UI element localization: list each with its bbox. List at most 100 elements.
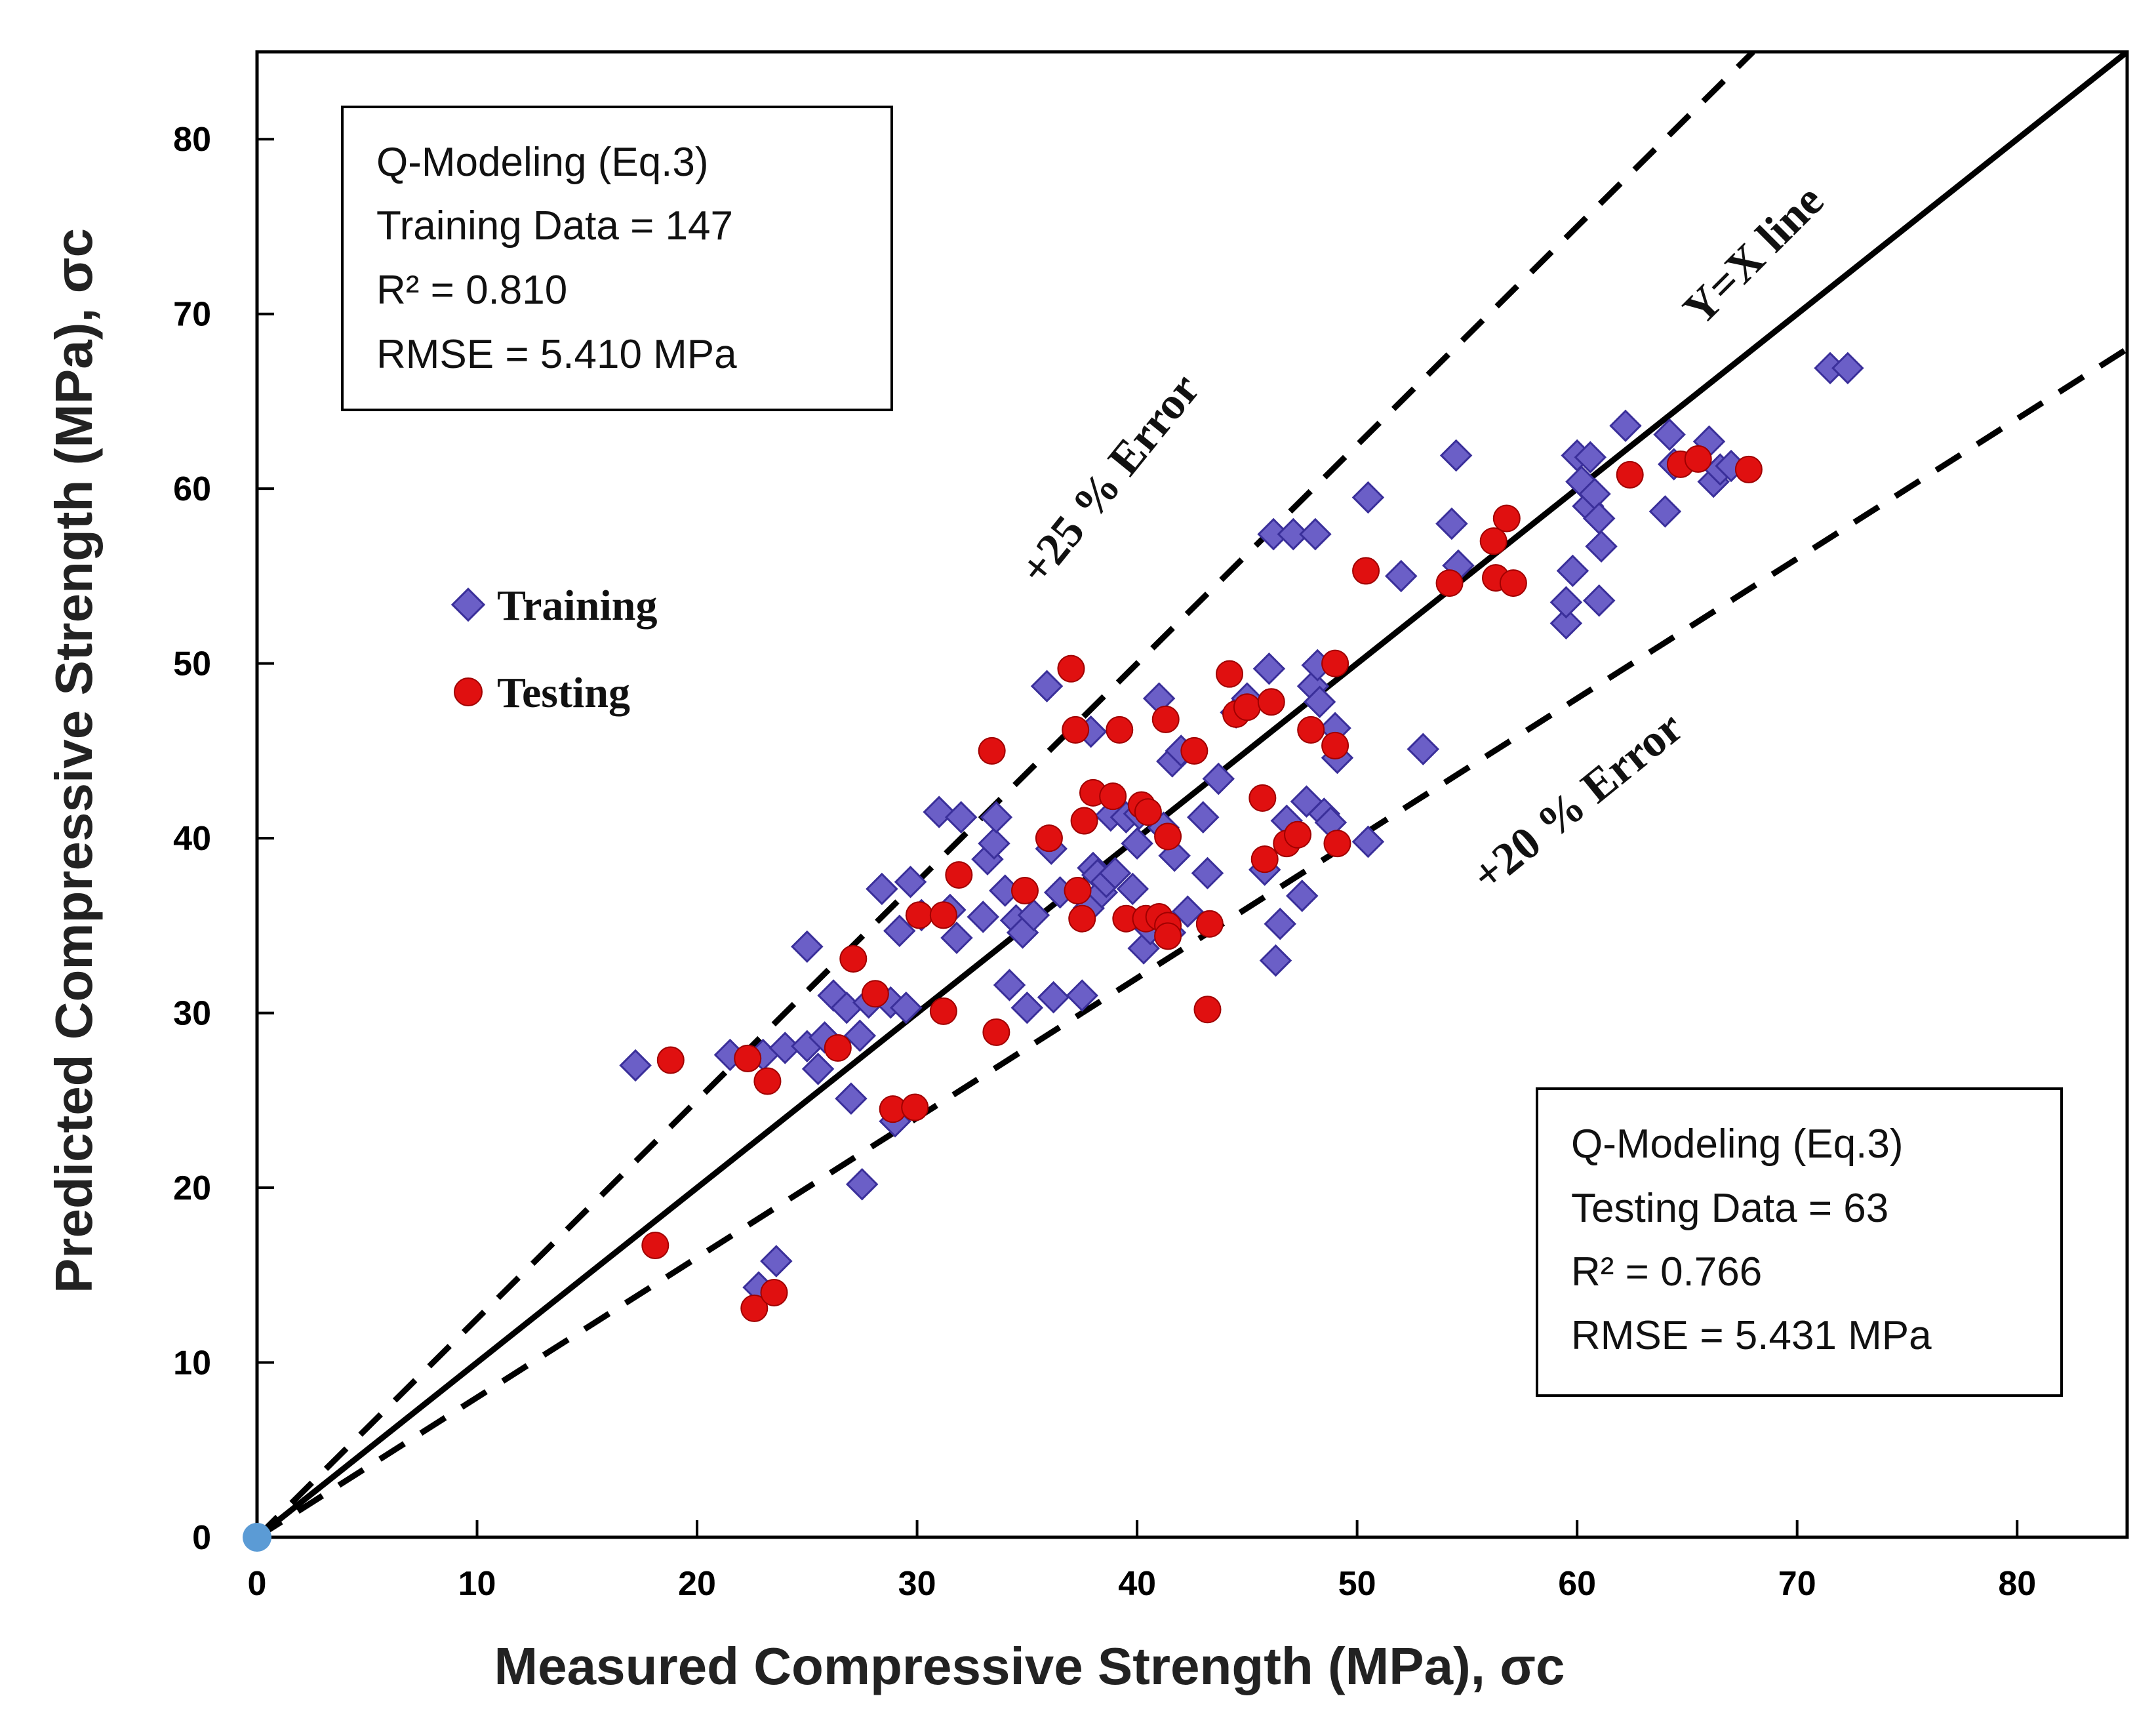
testing-point [1233,693,1261,721]
training-point [989,874,1022,907]
training-point [835,1082,868,1115]
x-tick-label: 60 [1558,1565,1596,1603]
testing-point [1250,845,1279,874]
training-point [1582,584,1616,617]
training-point [760,1245,793,1278]
y-tick-label: 40 [173,820,211,858]
x-tick-label: 10 [458,1565,496,1603]
testing-point [1297,716,1325,744]
training-point [890,991,923,1024]
legend-testing-marker [454,677,483,706]
testing-point [1257,688,1285,716]
testing-point [861,980,889,1008]
y-tick-label: 10 [173,1344,211,1382]
x-tick-label: 40 [1118,1565,1156,1603]
training-point [1351,825,1385,858]
testing-point [1195,910,1224,938]
training-point [1578,477,1611,510]
training-point [1171,895,1205,928]
training-point [1385,559,1418,593]
testing-point [929,901,957,929]
plot-frame [255,50,2129,1539]
y-tick-label: 60 [173,470,211,508]
origin-marker [243,1523,271,1552]
training-box-line-3: R² = 0.810 [376,268,567,313]
training-point [894,865,927,898]
training-point [1582,502,1616,535]
testing-point [1106,716,1134,744]
testing-point [753,1067,782,1095]
training-point [1116,872,1149,906]
training-point [1030,670,1064,703]
training-point [993,969,1026,1001]
training-point [883,914,916,948]
training-point [843,1019,877,1052]
testing-box-line-1: Q-Modeling (Eq.3) [1571,1121,1904,1167]
testing-point [760,1278,788,1306]
training-point [1202,762,1235,796]
training-point [1814,352,1847,385]
x-tick-label: 0 [248,1565,267,1603]
training-point [1259,944,1292,977]
testing-box-line-2: Testing Data = 63 [1571,1186,1888,1231]
training-point [1574,441,1607,474]
testing-box-line-4: RMSE = 5.431 MPa [1571,1313,1932,1358]
x-tick-label: 20 [678,1565,716,1603]
training-point [967,900,999,933]
training-point [801,1053,835,1085]
training-point [1549,586,1583,619]
training-point [1010,991,1044,1024]
testing-point [734,1044,762,1072]
legend-training-label: Training [497,582,658,630]
testing-point [945,861,973,889]
testing-point [641,1231,669,1259]
testing-point [740,1294,769,1322]
training-point [1831,352,1864,385]
training-point [1435,507,1468,540]
x-axis-title: Measured Compressive Strength (MPa), σc [494,1637,1565,1695]
testing-point [1684,445,1712,473]
training-point [830,991,863,1024]
training-point [1121,827,1153,860]
training-point [1037,980,1070,1014]
testing-point [1435,569,1464,597]
training-point [1303,685,1336,719]
testing-point [656,1046,685,1074]
reference-line-1 [257,52,1755,1537]
y-axis-title: Predicted Compressive Strength (MPa), σc [45,228,103,1293]
testing-point [1492,504,1521,533]
data-points [619,352,1864,1322]
training-point [1187,801,1220,834]
testing-point [1057,655,1085,683]
testing-point [1062,716,1090,744]
testing-point [824,1034,852,1062]
training-box-line-1: Q-Modeling (Eq.3) [376,140,709,185]
training-point [980,801,1013,834]
testing-point [1151,705,1180,733]
x-tick-label: 30 [898,1565,936,1603]
testing-point [1134,798,1162,826]
testing-point [1734,455,1763,483]
testing-point [905,901,933,929]
testing-point [839,944,868,973]
testing-point [982,1018,1010,1046]
legend: Training Testing [450,582,658,717]
training-box-line-4: RMSE = 5.410 MPa [376,332,737,377]
testing-point [1284,820,1312,849]
y-axis-ticks: 0 10 20 30 40 50 60 70 80 [173,121,274,1557]
testing-stats-box: Q-Modeling (Eq.3) Testing Data = 63 R² =… [1536,1087,2063,1397]
testing-point [1064,877,1092,905]
training-point [1609,409,1642,442]
y-tick-label: 50 [173,645,211,683]
testing-point [1321,649,1349,677]
training-point [1264,907,1296,940]
reference-line-0 [257,52,2127,1537]
training-point [1066,979,1098,1012]
training-point [1299,517,1332,551]
training-point [791,930,824,963]
training-point [940,921,973,954]
testing-point [1216,660,1244,688]
testing-point [1499,569,1527,597]
testing-point [1068,904,1096,933]
training-point [619,1049,652,1082]
